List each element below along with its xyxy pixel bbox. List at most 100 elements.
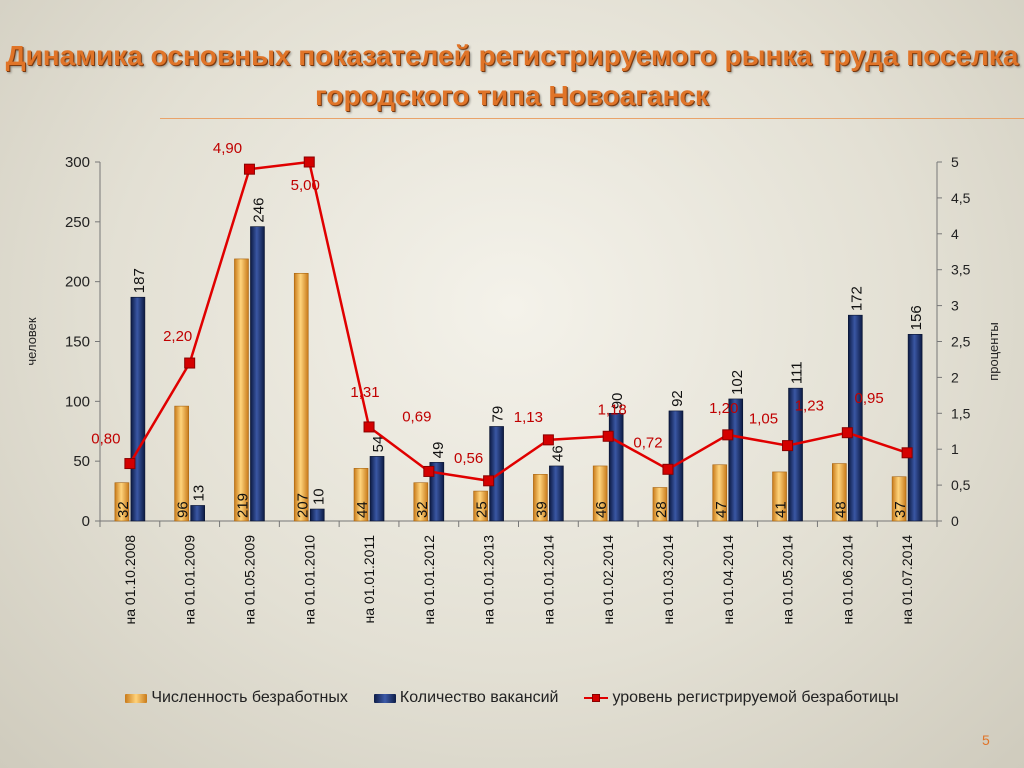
legend-label-rate: уровень регистрируемой безработицы <box>612 689 899 706</box>
x-tick-label: на 01.05.2009 <box>241 535 257 625</box>
y-tick-label-left: 300 <box>65 154 90 171</box>
y-tick-label-right: 5 <box>951 154 959 170</box>
rate-point <box>184 357 196 369</box>
bar-unemployed <box>712 464 728 522</box>
data-label-rate: 1,23 <box>795 398 824 415</box>
bar-vacancies <box>429 462 445 522</box>
data-label-vacancies: 246 <box>250 198 267 223</box>
bar-unemployed <box>413 482 429 522</box>
bar-vacancies <box>190 505 205 522</box>
bar-unemployed <box>533 474 548 522</box>
x-tick-label: на 01.01.2014 <box>540 535 556 625</box>
rate-point <box>303 156 315 168</box>
legend-item-vacancies: Количество вакансий <box>373 689 559 707</box>
legend-swatch-vacancies <box>373 693 396 703</box>
x-tick-label: на 01.07.2014 <box>899 535 915 625</box>
bar-vacancies <box>788 387 803 522</box>
bar-unemployed <box>832 463 847 522</box>
data-label-unemployed: 39 <box>533 501 550 518</box>
x-tick-label: на 01.01.2011 <box>361 535 377 624</box>
y-tick-label-right: 4 <box>951 226 959 242</box>
x-tick-label: на 01.01.2010 <box>301 535 317 625</box>
data-label-rate: 0,72 <box>633 434 662 451</box>
data-label-unemployed: 46 <box>593 501 610 518</box>
y-tick-label-right: 1 <box>951 441 959 457</box>
data-label-rate: 1,31 <box>350 384 379 401</box>
data-label-unemployed: 96 <box>175 501 192 518</box>
bar-vacancies <box>250 226 265 522</box>
legend-swatch-unemployed <box>125 693 148 703</box>
data-label-vacancies: 92 <box>669 390 686 407</box>
x-tick-label: на 01.04.2014 <box>720 535 736 625</box>
data-label-rate: 2,20 <box>163 328 192 345</box>
bar-vacancies <box>489 426 504 522</box>
y-tick-label-right: 2 <box>951 369 959 385</box>
y-tick-label-left: 0 <box>82 513 90 530</box>
y-tick-label-right: 3 <box>951 298 959 314</box>
data-label-rate: 1,05 <box>749 411 778 428</box>
data-label-vacancies: 172 <box>848 286 865 311</box>
data-label-unemployed: 219 <box>234 493 251 518</box>
data-label-rate: 5,00 <box>291 177 320 194</box>
legend-label-vacancies: Количество вакансий <box>399 689 559 706</box>
bar-vacancies <box>907 334 923 522</box>
data-label-unemployed: 48 <box>832 501 849 518</box>
data-label-vacancies: 10 <box>310 488 327 505</box>
data-label-unemployed: 47 <box>713 501 730 518</box>
y-tick-label-left: 150 <box>65 334 90 351</box>
x-tick-label: на 01.06.2014 <box>839 535 855 625</box>
bar-unemployed <box>174 405 189 522</box>
y-tick-label-left: 200 <box>65 274 90 291</box>
data-label-vacancies: 49 <box>430 442 447 459</box>
legend-label-unemployed: Численность безработных <box>151 689 348 706</box>
y-tick-label-right: 1,5 <box>951 405 971 421</box>
data-label-unemployed: 37 <box>892 501 909 518</box>
y-axis-title-left: человек <box>24 317 39 366</box>
data-label-unemployed: 32 <box>115 501 132 518</box>
legend-item-rate: уровень регистрируемой безработицы <box>584 689 899 707</box>
y-tick-label-right: 2,5 <box>951 334 971 350</box>
page-number: 5 <box>982 732 990 748</box>
rate-point <box>483 475 495 487</box>
data-label-unemployed: 207 <box>294 493 311 518</box>
rate-point <box>423 465 435 477</box>
bar-unemployed <box>473 490 488 522</box>
bar-vacancies <box>130 296 146 522</box>
slide-title: Динамика основных показателей регистриру… <box>5 40 1019 111</box>
x-tick-label: на 01.03.2014 <box>660 535 676 625</box>
data-label-unemployed: 41 <box>773 501 790 518</box>
data-label-rate: 0,80 <box>91 431 120 448</box>
data-label-vacancies: 156 <box>908 305 925 330</box>
data-label-vacancies: 102 <box>729 370 746 395</box>
rate-point <box>841 427 853 439</box>
y-tick-label-left: 50 <box>73 453 90 470</box>
y-tick-label-right: 0 <box>951 513 959 529</box>
y-tick-label-left: 100 <box>65 393 90 410</box>
rate-point <box>901 447 913 459</box>
data-label-unemployed: 44 <box>354 501 371 518</box>
x-tick-label: на 01.05.2014 <box>780 535 796 625</box>
bar-unemployed <box>592 465 608 522</box>
data-label-rate: 1,18 <box>598 401 627 418</box>
bar-unemployed <box>772 471 787 522</box>
bar-unemployed <box>293 272 309 522</box>
data-label-vacancies: 54 <box>370 436 387 453</box>
data-label-rate: 4,90 <box>213 140 242 157</box>
data-label-unemployed: 32 <box>414 501 431 518</box>
rate-point <box>243 163 255 175</box>
rate-point <box>124 458 136 470</box>
bar-vacancies <box>369 456 385 522</box>
chart-legend: Численность безработных Количество вакан… <box>0 686 1024 710</box>
title-divider <box>160 118 1024 119</box>
bar-vacancies <box>848 314 863 522</box>
data-label-unemployed: 25 <box>474 501 491 518</box>
data-label-rate: 0,69 <box>402 408 431 425</box>
data-label-vacancies: 79 <box>490 406 507 423</box>
x-tick-label: на 01.01.2012 <box>421 535 437 625</box>
legend-swatch-rate <box>584 693 609 703</box>
rate-point <box>542 434 554 446</box>
bar-unemployed <box>353 468 369 522</box>
bar-unemployed <box>891 476 907 522</box>
rate-point <box>363 421 375 433</box>
